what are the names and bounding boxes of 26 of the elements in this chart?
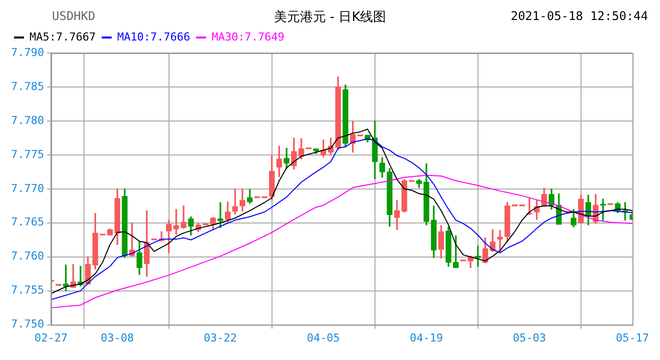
y-tick-label: 7.780 bbox=[10, 114, 44, 127]
y-tick-label: 7.765 bbox=[10, 216, 44, 229]
x-tick-label: 05-03 bbox=[512, 331, 546, 344]
y-tick-label: 7.755 bbox=[10, 284, 44, 297]
chart-title: 美元港元 - 日K线图 bbox=[274, 10, 386, 25]
x-tick-label: 03-08 bbox=[100, 331, 134, 344]
y-tick-label: 7.760 bbox=[10, 250, 44, 263]
text: 2021-05-18 12:50:44 bbox=[510, 9, 648, 23]
y-tick-label: 7.785 bbox=[10, 80, 44, 93]
y-tick-label: 7.750 bbox=[10, 318, 44, 331]
x-tick-label: 04-19 bbox=[410, 331, 443, 344]
y-tick-label: 7.790 bbox=[10, 46, 44, 59]
y-tick-label: 7.770 bbox=[10, 182, 44, 195]
legend-label: MA10:7.7666 bbox=[117, 30, 190, 44]
x-tick-label: 04-05 bbox=[306, 331, 340, 344]
y-tick-label: 7.775 bbox=[10, 148, 44, 161]
x-tick-label: 05-17 bbox=[616, 331, 650, 344]
candlestick bbox=[129, 222, 135, 256]
x-tick-label: 02-27 bbox=[34, 331, 68, 344]
candlestick bbox=[600, 198, 606, 220]
legend-label: MA30:7.7649 bbox=[212, 30, 284, 44]
legend-label: MA5:7.7667 bbox=[30, 30, 96, 44]
x-tick-label: 03-22 bbox=[204, 331, 237, 344]
chart-subtitle: USDHKD bbox=[52, 9, 96, 23]
candlestick bbox=[497, 230, 503, 252]
candlestick bbox=[232, 188, 238, 214]
